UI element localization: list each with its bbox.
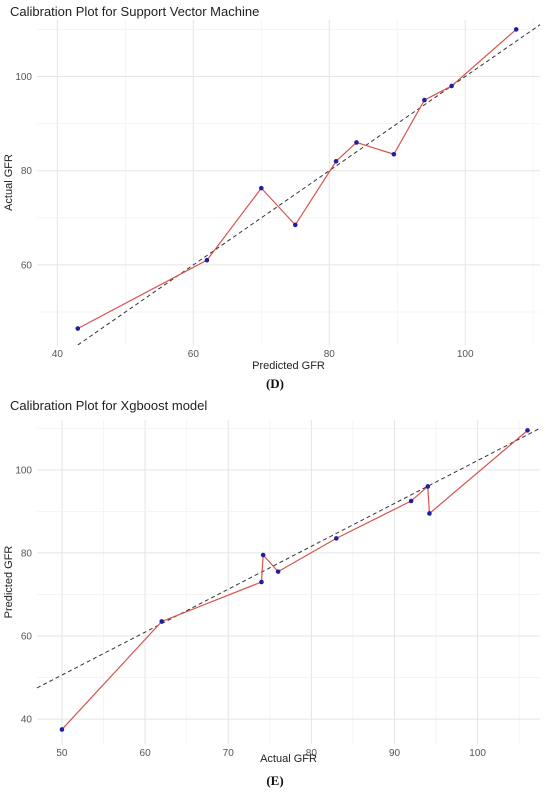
data-point	[334, 536, 339, 541]
figure-caption-e: (E)	[266, 773, 284, 788]
data-point	[204, 257, 210, 263]
x-tick-label: 80	[306, 748, 318, 759]
y-axis-label: Predicted GFR	[3, 546, 15, 619]
y-tick-label: 80	[21, 166, 33, 177]
data-point	[275, 569, 281, 574]
x-axis-label: Actual GFR	[260, 753, 317, 765]
y-tick-label: 80	[21, 548, 33, 559]
x-tick-label: 100	[457, 349, 474, 360]
figure-caption-d: (D)	[265, 376, 285, 391]
x-tick-label: 90	[389, 748, 401, 759]
y-axis-label: Actual GFR	[3, 154, 15, 211]
x-tick-label: 100	[469, 748, 486, 759]
x-tick-label: 80	[324, 349, 336, 360]
y-tick-label: 60	[21, 632, 33, 643]
data-point	[292, 222, 298, 228]
data-point	[59, 727, 65, 732]
chart-title: Calibration Plot for Xgboost model	[10, 398, 208, 413]
y-tick-label: 40	[21, 715, 33, 726]
chart-panel-xgboost: Calibration Plot for Xgboost model 50 60 7…	[0, 394, 550, 794]
data-point	[449, 83, 454, 89]
chart-title: Calibration Plot for Support Vector Mach…	[10, 4, 260, 19]
x-axis-label: Predicted GFR	[252, 360, 325, 372]
data-point	[333, 159, 339, 164]
data-point	[391, 151, 397, 157]
y-tick-label: 100	[15, 465, 32, 476]
x-tick-label: 50	[56, 748, 68, 759]
x-tick-label: 60	[140, 748, 152, 759]
data-point	[425, 484, 431, 489]
data-point	[159, 619, 165, 624]
y-tick-label: 100	[15, 72, 32, 83]
data-point	[408, 498, 414, 504]
data-point	[354, 140, 359, 145]
reference-line	[36, 427, 541, 689]
x-tick-label: 60	[188, 349, 200, 360]
xgboost-calibration-plot: 50 60 70 80 90 100 40 60 80 100 Actual GFR Predicte…	[3, 420, 541, 765]
svm-calibration-plot: 40 60 80 100 60 80 100 Predicted GFR Actual GFR	[3, 20, 541, 372]
data-point	[525, 428, 530, 433]
x-tick-label: 40	[52, 349, 64, 360]
x-tick-label: 70	[223, 748, 235, 759]
data-point	[75, 326, 81, 331]
data-point	[427, 511, 432, 516]
data-point	[260, 552, 266, 558]
calibration-line	[77, 28, 517, 330]
calibration-line	[61, 429, 528, 730]
data-point	[259, 185, 264, 191]
y-tick-label: 60	[21, 260, 33, 271]
chart-panel-svm: Calibration Plot for Support Vector Mach…	[0, 0, 550, 394]
data-point	[513, 27, 519, 32]
data-point	[422, 97, 427, 103]
reference-line	[77, 24, 541, 346]
data-point	[259, 579, 264, 585]
